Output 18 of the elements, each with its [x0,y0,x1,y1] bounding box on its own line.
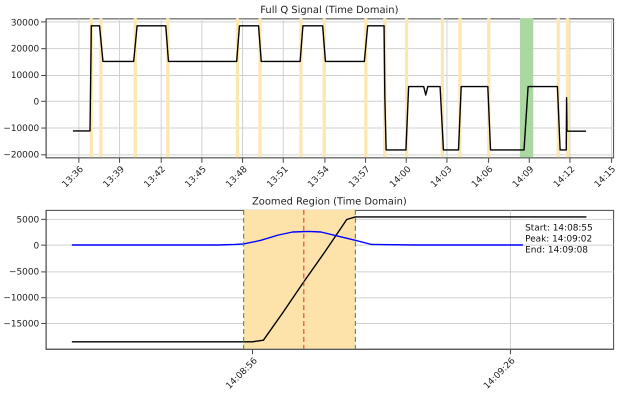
y-tick-label: −10000 [3,293,40,304]
annotation: Peak: 14:09:02 [525,234,592,245]
line-series [71,230,524,246]
y-tick-label: −5000 [9,267,40,278]
line-series [72,25,587,151]
y-tick-label: 20000 [10,44,40,55]
y-tick-label: 0 [34,241,40,252]
annotation: Start: 14:08:55 [525,224,593,234]
y-tick-label: 30000 [10,18,40,28]
y-tick-label: −10000 [3,124,40,134]
chart-title: Full Q Signal (Time Domain) [260,4,399,16]
y-tick-label: 10000 [10,71,40,82]
y-tick-label: 5000 [16,215,40,226]
y-tick-label: −20000 [3,150,40,160]
chart-title: Zoomed Region (Time Domain) [252,196,407,208]
annotation: End: 14:09:08 [525,246,588,256]
y-tick-label: 0 [34,98,40,108]
y-tick-label: −15000 [3,320,40,330]
